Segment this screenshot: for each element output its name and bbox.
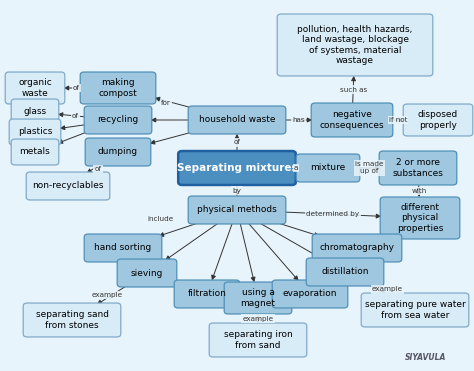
FancyBboxPatch shape bbox=[306, 258, 384, 286]
Text: distillation: distillation bbox=[321, 267, 369, 276]
Text: negative
consequences: negative consequences bbox=[319, 110, 384, 130]
Text: different
physical
properties: different physical properties bbox=[397, 203, 443, 233]
Text: metals: metals bbox=[19, 148, 50, 157]
Text: separating iron
from sand: separating iron from sand bbox=[224, 330, 292, 350]
FancyBboxPatch shape bbox=[312, 234, 402, 262]
FancyBboxPatch shape bbox=[178, 151, 296, 185]
Text: evaporation: evaporation bbox=[283, 289, 337, 299]
FancyBboxPatch shape bbox=[224, 282, 292, 314]
FancyBboxPatch shape bbox=[117, 259, 177, 287]
Text: is made
up of: is made up of bbox=[355, 161, 384, 174]
FancyBboxPatch shape bbox=[296, 154, 360, 182]
Text: using a
magnet: using a magnet bbox=[240, 288, 275, 308]
Text: by: by bbox=[233, 187, 241, 194]
FancyBboxPatch shape bbox=[379, 151, 457, 185]
FancyBboxPatch shape bbox=[380, 197, 460, 239]
FancyBboxPatch shape bbox=[174, 280, 240, 308]
FancyBboxPatch shape bbox=[5, 72, 65, 104]
FancyBboxPatch shape bbox=[311, 103, 393, 137]
Text: example: example bbox=[372, 286, 403, 292]
Text: for: for bbox=[161, 100, 171, 106]
Text: sieving: sieving bbox=[131, 269, 163, 278]
FancyBboxPatch shape bbox=[11, 139, 59, 165]
Text: physical methods: physical methods bbox=[197, 206, 277, 214]
Text: determined by: determined by bbox=[306, 211, 360, 217]
Text: a: a bbox=[294, 165, 298, 171]
Text: 2 or more
substances: 2 or more substances bbox=[392, 158, 444, 178]
Text: separating pure water
from sea water: separating pure water from sea water bbox=[365, 300, 465, 320]
FancyBboxPatch shape bbox=[272, 280, 348, 308]
Text: with: with bbox=[411, 188, 427, 194]
FancyBboxPatch shape bbox=[209, 323, 307, 357]
FancyBboxPatch shape bbox=[84, 106, 152, 134]
FancyBboxPatch shape bbox=[85, 138, 151, 166]
FancyBboxPatch shape bbox=[361, 293, 469, 327]
Text: has: has bbox=[292, 117, 305, 123]
FancyBboxPatch shape bbox=[26, 172, 110, 200]
FancyBboxPatch shape bbox=[188, 106, 286, 134]
Text: Separating mixtures: Separating mixtures bbox=[177, 163, 297, 173]
FancyBboxPatch shape bbox=[9, 119, 61, 145]
Text: of: of bbox=[234, 139, 240, 145]
Text: example: example bbox=[91, 292, 122, 298]
Text: dumping: dumping bbox=[98, 148, 138, 157]
Text: mixture: mixture bbox=[310, 164, 346, 173]
Text: glass: glass bbox=[23, 108, 46, 116]
Text: making
compost: making compost bbox=[99, 78, 137, 98]
FancyBboxPatch shape bbox=[403, 104, 473, 136]
Text: hand sorting: hand sorting bbox=[94, 243, 152, 253]
FancyBboxPatch shape bbox=[84, 234, 162, 262]
Text: separating sand
from stones: separating sand from stones bbox=[36, 310, 109, 330]
Text: such as: such as bbox=[339, 86, 367, 92]
FancyBboxPatch shape bbox=[188, 196, 286, 224]
Text: household waste: household waste bbox=[199, 115, 275, 125]
FancyBboxPatch shape bbox=[277, 14, 433, 76]
Text: example: example bbox=[242, 315, 273, 322]
Text: of: of bbox=[94, 166, 101, 172]
FancyBboxPatch shape bbox=[80, 72, 156, 104]
Text: recycling: recycling bbox=[97, 115, 138, 125]
Text: if not: if not bbox=[389, 117, 407, 123]
Text: plastics: plastics bbox=[18, 128, 52, 137]
Text: of: of bbox=[72, 112, 79, 118]
Text: organic
waste: organic waste bbox=[18, 78, 52, 98]
Text: include: include bbox=[147, 216, 173, 222]
Text: of: of bbox=[73, 85, 80, 91]
Text: disposed
properly: disposed properly bbox=[418, 110, 458, 130]
Text: chromatography: chromatography bbox=[319, 243, 394, 253]
FancyBboxPatch shape bbox=[23, 303, 121, 337]
Text: filtration: filtration bbox=[188, 289, 227, 299]
Text: SIYAVULA: SIYAVULA bbox=[405, 353, 447, 362]
Text: pollution, health hazards,
land wastage, blockage
of systems, material
wastage: pollution, health hazards, land wastage,… bbox=[297, 25, 413, 65]
FancyBboxPatch shape bbox=[11, 99, 59, 125]
Text: non-recyclables: non-recyclables bbox=[32, 181, 104, 190]
